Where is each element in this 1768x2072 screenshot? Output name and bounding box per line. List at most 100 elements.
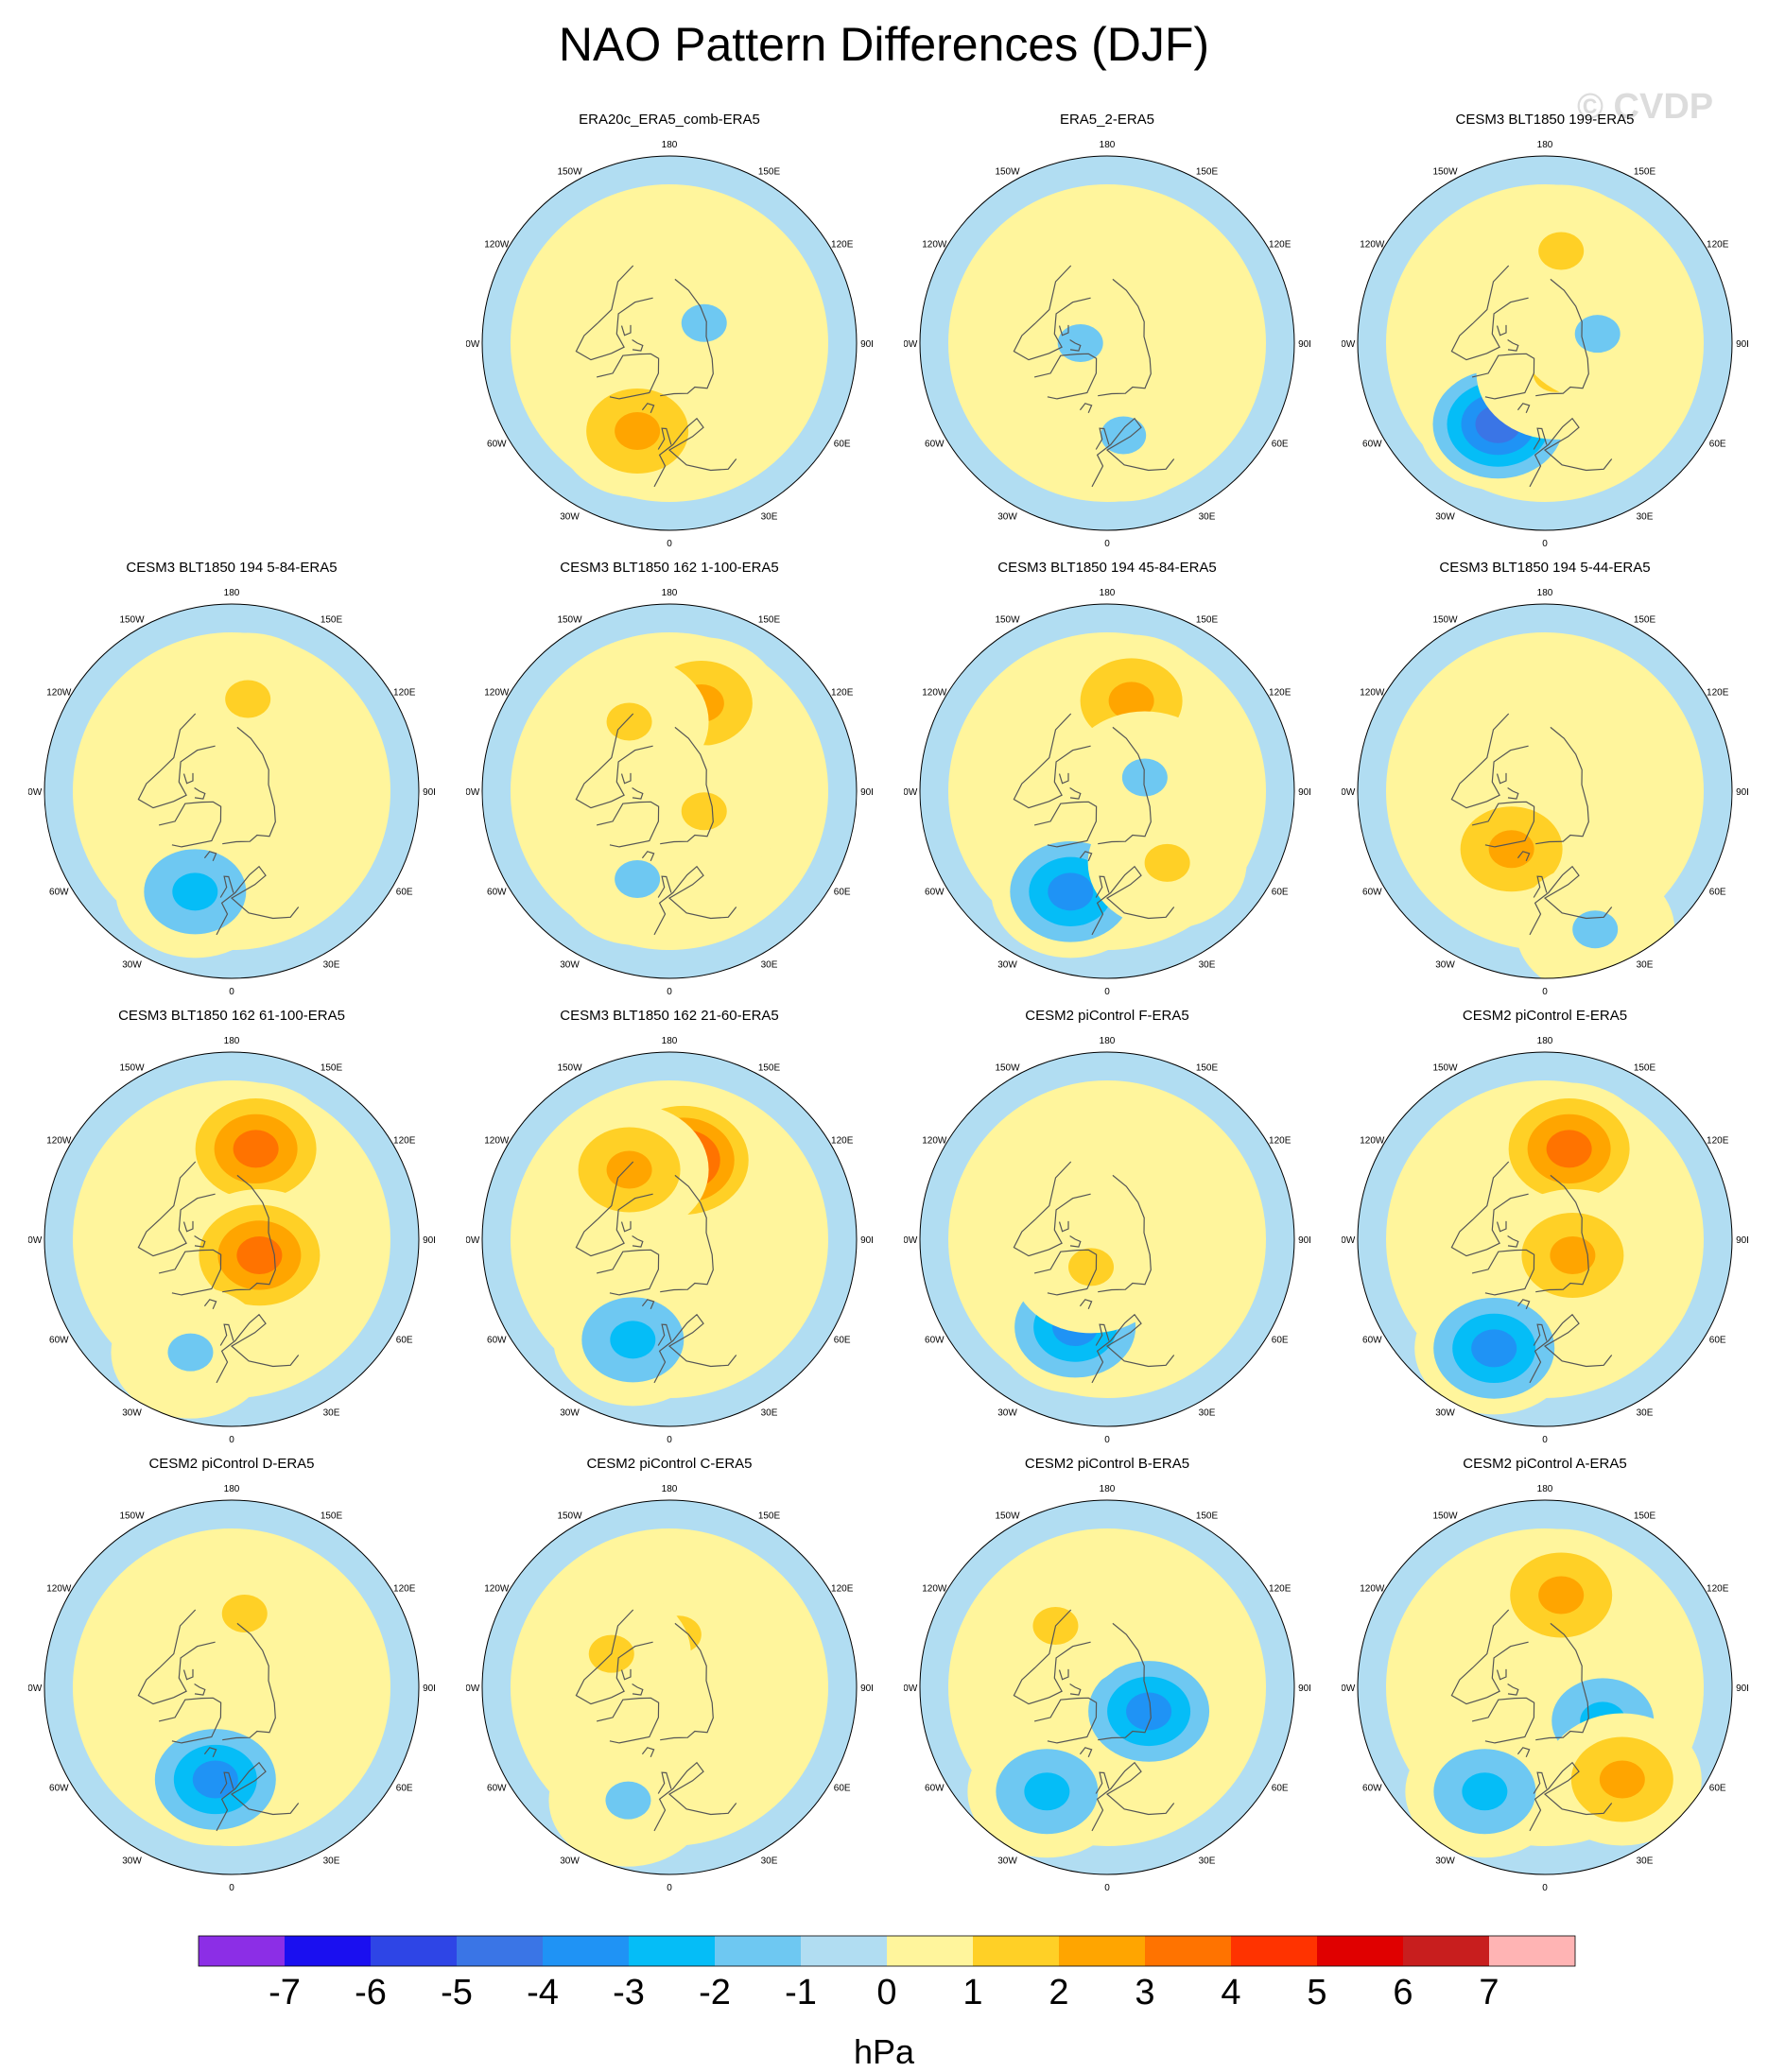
coastline [1535, 1622, 1589, 1741]
map-panel: CESM3 BLT1850 162 1-100-ERA5 180 150E 120E 9… [466, 560, 873, 1004]
map-border [919, 1051, 1295, 1427]
longitude-label: 30E [1199, 960, 1216, 971]
longitude-label: 90E [1736, 1684, 1748, 1694]
panel-title: CESM3 BLT1850 162 21-60-ERA5 [560, 1008, 779, 1024]
longitude-label: 120W [922, 688, 947, 699]
contour-blob [1048, 872, 1094, 911]
longitude-label: 180 [224, 1036, 240, 1046]
polar-map: 180 150E 120E 90E 60E 30E 0 30W 60W 90W 120W 150W [904, 140, 1310, 549]
coastline [1507, 338, 1519, 352]
colorbar-tick-label: 1 [962, 1973, 982, 2012]
contour-blob [605, 1781, 651, 1820]
longitude-label: 0 [1542, 1435, 1548, 1445]
contour-blob [172, 872, 218, 911]
longitude-label: 30W [1435, 1856, 1455, 1867]
contour-blob [221, 1595, 268, 1633]
contour-blob [1546, 1130, 1592, 1168]
coastline [1496, 1220, 1507, 1233]
map-border [43, 1051, 420, 1427]
colorbar-swatch [973, 1936, 1059, 1966]
coastline [137, 1161, 216, 1257]
longitude-label: 150E [758, 614, 781, 625]
colorbar-swatch [1403, 1936, 1489, 1966]
longitude-label: 180 [662, 588, 678, 598]
longitude-label: 60W [49, 1336, 69, 1346]
colorbar-tick-label: 5 [1307, 1973, 1326, 2012]
coastline [1471, 353, 1535, 400]
colorbar-tick-label: -6 [355, 1973, 387, 2012]
longitude-label: 30E [761, 960, 778, 971]
longitude-label: 150E [1634, 1062, 1656, 1073]
polar-map: 180 150E 120E 90E 60E 30E 0 30W 60W 90W 120W 150W [1342, 1484, 1748, 1893]
longitude-label: 30W [122, 1408, 142, 1419]
longitude-label: 30E [1637, 960, 1654, 971]
longitude-label: 120E [1269, 688, 1291, 699]
coastline [641, 1747, 655, 1758]
longitude-label: 0 [229, 1883, 234, 1893]
longitude-label: 120W [46, 1136, 72, 1147]
longitude-label: 120W [1360, 1584, 1385, 1595]
longitude-label: 150W [995, 614, 1020, 625]
longitude-label: 150E [1196, 166, 1219, 177]
coastline [1033, 1249, 1098, 1296]
coastline [1533, 1323, 1548, 1346]
coastline [137, 1609, 216, 1705]
longitude-label: 120W [1360, 1136, 1385, 1147]
coastline [653, 417, 737, 488]
map-panel: ERA20c_ERA5_comb-ERA5 180 150E 120E 90E 60E 30… [466, 112, 873, 556]
longitude-label: 150W [119, 1062, 145, 1073]
contour-blob [1471, 1329, 1517, 1368]
coastline [1033, 1697, 1098, 1744]
contour-blob [1024, 1772, 1070, 1811]
coastline [203, 1299, 217, 1310]
coastline [1095, 1323, 1110, 1346]
coastline [596, 1697, 660, 1744]
longitude-label: 90E [860, 1235, 873, 1246]
coastline [1069, 1683, 1082, 1696]
longitude-label: 150E [1196, 1511, 1219, 1521]
coastline [1533, 875, 1548, 898]
longitude-label: 60E [1272, 1336, 1289, 1346]
colorbar-tick-label: -1 [785, 1973, 817, 2012]
coastline [596, 801, 660, 848]
map-border [919, 1499, 1295, 1875]
coastline [596, 353, 660, 400]
contour-blob [615, 412, 661, 451]
coastline [1496, 772, 1507, 785]
longitude-label: 150E [758, 166, 781, 177]
longitude-label: 120E [1269, 1584, 1291, 1595]
longitude-label: 150W [1432, 1511, 1458, 1521]
contour-blob [615, 860, 661, 899]
coastline [1058, 1220, 1069, 1233]
coastline [182, 1668, 194, 1681]
longitude-label: 90W [904, 339, 918, 350]
longitude-label: 180 [662, 1036, 678, 1046]
longitude-label: 0 [1542, 987, 1548, 997]
map-panel: ERA5_2-ERA5 180 150E 120E 90E 60E 30E 0 30W 60W 90… [904, 112, 1310, 556]
longitude-label: 0 [1542, 1883, 1548, 1893]
contour-blob [606, 702, 652, 741]
contour-blob [236, 1235, 283, 1274]
longitude-label: 60E [1709, 1784, 1726, 1794]
coastline [222, 726, 276, 845]
coastline [1507, 1683, 1519, 1696]
coastline [216, 1761, 300, 1832]
longitude-label: 90W [904, 1684, 918, 1694]
coastline [1058, 1668, 1069, 1681]
longitude-label: 120W [922, 1584, 947, 1595]
longitude-label: 90E [1736, 339, 1748, 350]
contour-blob [192, 1760, 238, 1799]
longitude-label: 30E [1637, 1408, 1654, 1419]
coastline [596, 1249, 660, 1296]
polar-map: 180 150E 120E 90E 60E 30E 0 30W 60W 90W 120W 150W [1342, 588, 1748, 997]
coastline [1098, 278, 1152, 397]
coastline [1517, 1299, 1531, 1310]
coastline [1069, 786, 1082, 800]
longitude-label: 90E [423, 787, 435, 798]
longitude-label: 180 [662, 140, 678, 150]
coastline [575, 713, 653, 809]
longitude-label: 90W [28, 1235, 43, 1246]
longitude-label: 180 [1100, 588, 1116, 598]
coastline [1529, 417, 1613, 488]
contour-blob [1068, 1248, 1115, 1286]
